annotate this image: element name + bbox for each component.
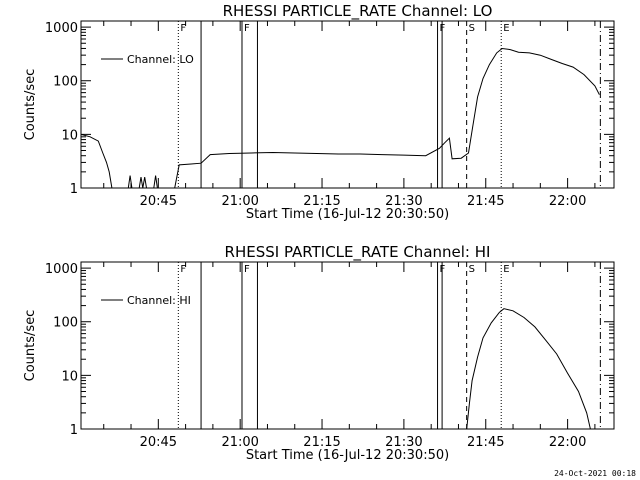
x-tick-label: 20:45 [140, 194, 177, 209]
x-tick-label: 21:30 [385, 194, 422, 209]
x-tick-label: 22:00 [549, 194, 586, 209]
x-tick-label: 21:00 [221, 435, 258, 450]
marker-label: F [244, 264, 250, 275]
marker-label: F [244, 23, 250, 34]
series-line [80, 47, 600, 189]
chart-title: RHESSI PARTICLE_RATE Channel: HI [225, 243, 491, 262]
x-tick-label: 20:45 [140, 435, 177, 450]
marker-label: F [180, 23, 186, 34]
x-tick-label: 21:45 [467, 435, 504, 450]
y-tick-label: 1 [70, 182, 78, 197]
marker-label: S [469, 23, 475, 34]
x-tick-label: 21:15 [303, 194, 340, 209]
marker-label: E [503, 264, 509, 275]
plot-frame [80, 261, 615, 430]
y-tick-label: 10 [61, 369, 78, 384]
x-axis-label: Start Time (16-Jul-12 20:30:50) [246, 448, 449, 463]
chart-panel-0: RHESSI PARTICLE_RATE Channel: LO Start Ti… [23, 2, 615, 222]
legend-label: Channel: HI [127, 294, 191, 307]
y-tick-label: 1000 [45, 21, 78, 36]
y-tick-label: 100 [53, 75, 78, 90]
x-tick-label: 21:15 [303, 435, 340, 450]
particle-rate-figure: RHESSI PARTICLE_RATE Channel: LO Start Ti… [23, 2, 615, 463]
x-tick-label: 21:00 [221, 194, 258, 209]
y-tick-label: 100 [53, 316, 78, 331]
chart-panel-1: RHESSI PARTICLE_RATE Channel: HI Start Ti… [23, 243, 615, 463]
y-axis-label: Counts/sec [23, 310, 38, 382]
x-tick-label: 21:45 [467, 194, 504, 209]
y-axis-label: Counts/sec [23, 69, 38, 141]
legend-label: Channel: LO [127, 53, 194, 66]
series-line [466, 308, 591, 430]
marker-label: S [469, 264, 475, 275]
marker-label: F [180, 264, 186, 275]
y-tick-label: 1 [70, 423, 78, 438]
x-tick-label: 22:00 [549, 435, 586, 450]
y-tick-label: 10 [61, 128, 78, 143]
y-tick-label: 1000 [45, 262, 78, 277]
footer-timestamp: 24-Oct-2021 00:18 [554, 469, 636, 478]
plot-frame [80, 20, 615, 189]
x-axis-label: Start Time (16-Jul-12 20:30:50) [246, 207, 449, 222]
x-tick-label: 21:30 [385, 435, 422, 450]
chart-title: RHESSI PARTICLE_RATE Channel: LO [223, 2, 493, 21]
marker-label: E [503, 23, 509, 34]
